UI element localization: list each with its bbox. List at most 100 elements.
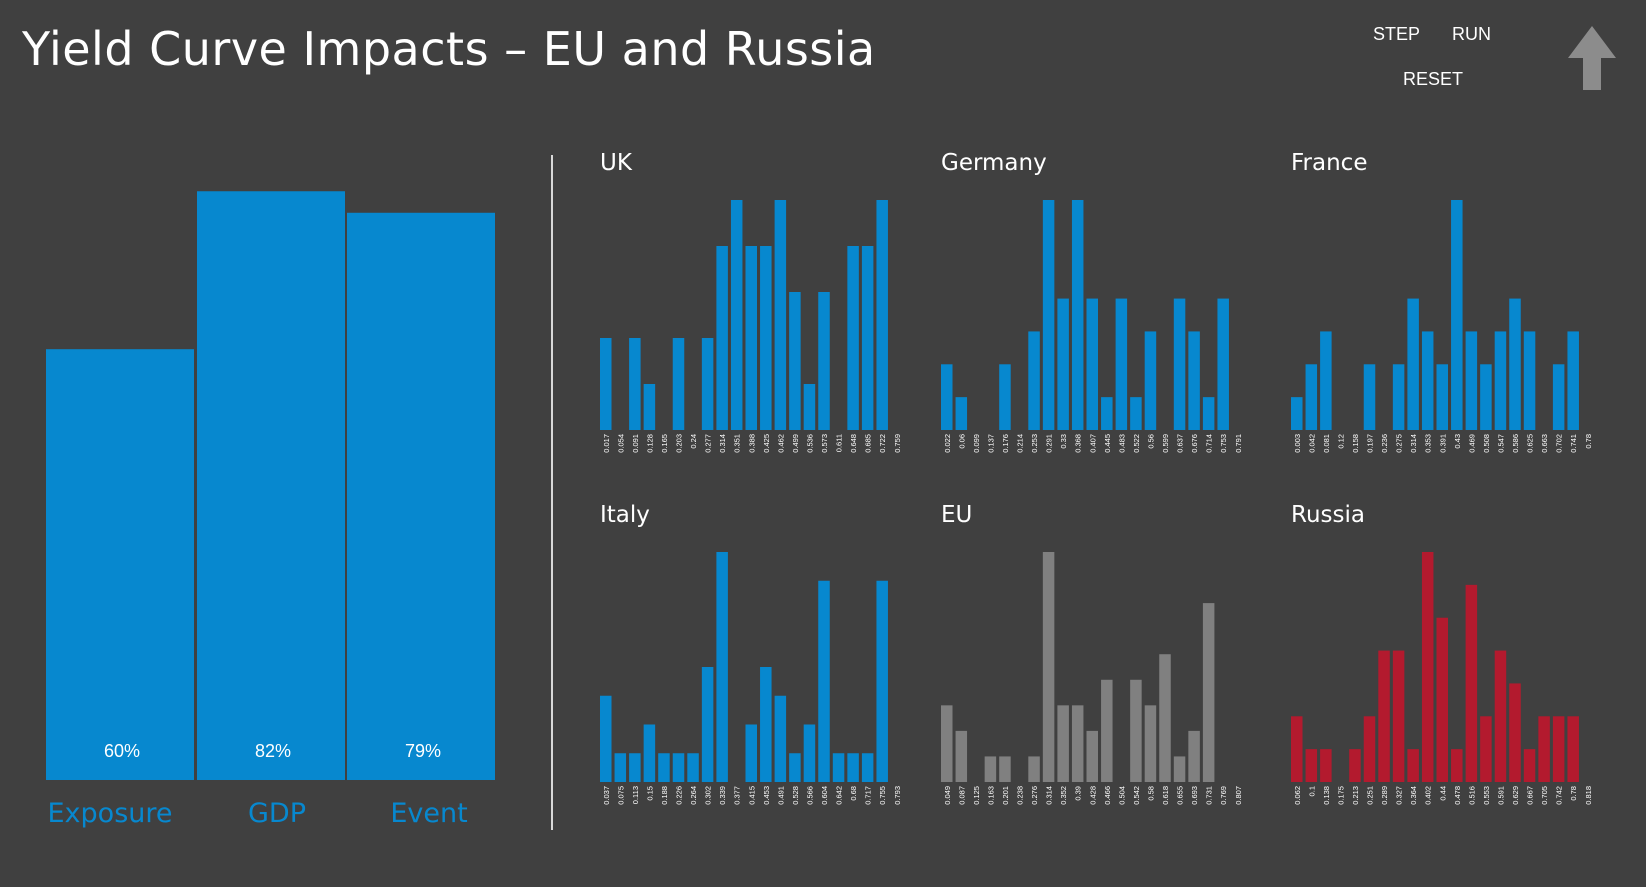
eu-bar-0: [941, 705, 953, 782]
uk-tick-label-17: 0.648: [849, 434, 858, 453]
uk-bar-18: [861, 246, 874, 430]
italy-tick-label-19: 0.755: [878, 786, 887, 805]
russia-bar-8: [1407, 749, 1419, 782]
uk-bar-10: [745, 246, 757, 430]
eu-bar-10: [1086, 730, 1098, 782]
france-bar-18: [1552, 364, 1565, 430]
eu-tick-label-18: 0.731: [1205, 786, 1214, 805]
italy-histogram: Italy 0.037 0.075 0.113 0.15 0.188 0.226 0.264…: [600, 502, 900, 812]
uk-bar-13: [789, 292, 801, 430]
russia-bar-1: [1305, 749, 1318, 782]
germany-tick-label-9: 0.368: [1074, 434, 1083, 453]
france-tick-label-18: 0.702: [1555, 434, 1564, 453]
uk-tick-label-18: 0.685: [864, 434, 873, 453]
uk-tick-label-2: 0.091: [631, 434, 640, 453]
germany-bar-0: [941, 364, 953, 430]
russia-bar-12: [1465, 584, 1478, 782]
eu-tick-label-4: 0.201: [1001, 786, 1010, 805]
italy-bar-19: [876, 580, 888, 782]
data-label-event: 79%: [405, 741, 441, 761]
russia-chart-title: Russia: [1291, 502, 1365, 528]
france-tick-label-1: 0.042: [1307, 434, 1316, 453]
uk-bar-2: [629, 338, 641, 430]
germany-bar-12: [1115, 298, 1128, 430]
uk-tick-label-15: 0.573: [820, 434, 829, 453]
italy-tick-label-7: 0.302: [704, 786, 713, 805]
uk-bar-9: [730, 200, 743, 430]
russia-tick-label-7: 0.327: [1395, 786, 1404, 805]
eu-bar-4: [999, 756, 1011, 782]
germany-bar-8: [1057, 298, 1069, 430]
eu-bar-6: [1028, 756, 1040, 782]
russia-tick-label-5: 0.251: [1366, 786, 1375, 805]
italy-tick-label-8: 0.339: [718, 786, 727, 805]
uk-tick-label-12: 0.462: [776, 434, 785, 453]
germany-bar-11: [1101, 397, 1113, 430]
uk-tick-label-14: 0.536: [805, 434, 814, 453]
russia-bar-5: [1363, 716, 1376, 782]
eu-bar-8: [1057, 705, 1069, 782]
italy-bar-12: [774, 695, 787, 782]
uk-tick-label-20: 0.759: [893, 434, 900, 453]
russia-tick-label-17: 0.705: [1540, 786, 1549, 805]
italy-chart-title: Italy: [600, 502, 650, 528]
uk-chart-title: UK: [600, 150, 632, 176]
france-tick-label-14: 0.547: [1496, 434, 1505, 453]
germany-tick-label-14: 0.56: [1146, 434, 1155, 449]
eu-tick-label-11: 0.466: [1103, 786, 1112, 805]
italy-tick-label-18: 0.717: [864, 786, 873, 805]
uk-tick-label-4: 0.165: [660, 434, 669, 453]
france-bar-15: [1509, 298, 1521, 430]
up-arrow-icon[interactable]: [1564, 24, 1620, 94]
uk-bar-12: [774, 200, 787, 430]
france-tick-label-16: 0.625: [1526, 434, 1535, 453]
russia-tick-label-15: 0.629: [1511, 786, 1520, 805]
russia-tick-label-19: 0.78: [1569, 786, 1578, 801]
germany-tick-label-6: 0.253: [1030, 434, 1039, 453]
italy-tick-label-16: 0.642: [835, 786, 844, 805]
italy-bar-8: [716, 552, 728, 782]
france-tick-label-11: 0.43: [1453, 434, 1462, 449]
italy-bar-17: [847, 753, 859, 782]
data-label-gdp: 82%: [255, 741, 291, 761]
russia-tick-label-3: 0.175: [1336, 786, 1345, 805]
eu-tick-label-17: 0.693: [1190, 786, 1199, 805]
russia-tick-label-16: 0.667: [1526, 786, 1535, 805]
russia-tick-label-14: 0.591: [1496, 786, 1505, 805]
uk-bar-7: [701, 338, 714, 430]
russia-bar-2: [1320, 749, 1332, 782]
uk-bar-17: [847, 246, 859, 430]
uk-tick-label-8: 0.314: [718, 434, 727, 453]
reset-button[interactable]: RESET: [1403, 69, 1464, 89]
step-button[interactable]: STEP: [1373, 24, 1421, 44]
italy-bar-15: [818, 580, 830, 782]
eu-bar-18: [1202, 603, 1215, 782]
uk-tick-label-16: 0.611: [835, 434, 844, 452]
germany-tick-label-3: 0.137: [986, 434, 995, 453]
italy-tick-label-12: 0.491: [776, 786, 785, 805]
uk-tick-label-7: 0.277: [704, 434, 713, 453]
eu-tick-label-1: 0.087: [957, 786, 966, 805]
italy-bar-2: [629, 753, 641, 782]
uk-tick-label-1: 0.054: [616, 434, 625, 453]
eu-bar-15: [1159, 654, 1171, 782]
run-button[interactable]: RUN: [1452, 24, 1491, 44]
russia-bar-13: [1480, 716, 1492, 782]
germany-tick-label-0: 0.022: [943, 434, 952, 453]
france-bar-8: [1407, 298, 1419, 430]
italy-tick-label-2: 0.113: [631, 786, 640, 804]
germany-tick-label-13: 0.522: [1132, 434, 1141, 453]
russia-tick-label-8: 0.364: [1409, 786, 1418, 805]
france-tick-label-10: 0.391: [1438, 434, 1447, 453]
germany-tick-label-15: 0.599: [1161, 434, 1170, 453]
russia-bar-6: [1378, 650, 1390, 782]
france-bar-1: [1305, 364, 1318, 430]
germany-bar-4: [999, 364, 1011, 430]
france-tick-label-17: 0.663: [1540, 434, 1549, 453]
france-tick-label-19: 0.741: [1569, 434, 1578, 453]
italy-tick-label-4: 0.188: [660, 786, 669, 805]
russia-bar-15: [1509, 683, 1521, 782]
italy-bar-18: [861, 753, 874, 782]
uk-tick-label-19: 0.722: [878, 434, 887, 453]
eu-bar-3: [984, 756, 997, 782]
